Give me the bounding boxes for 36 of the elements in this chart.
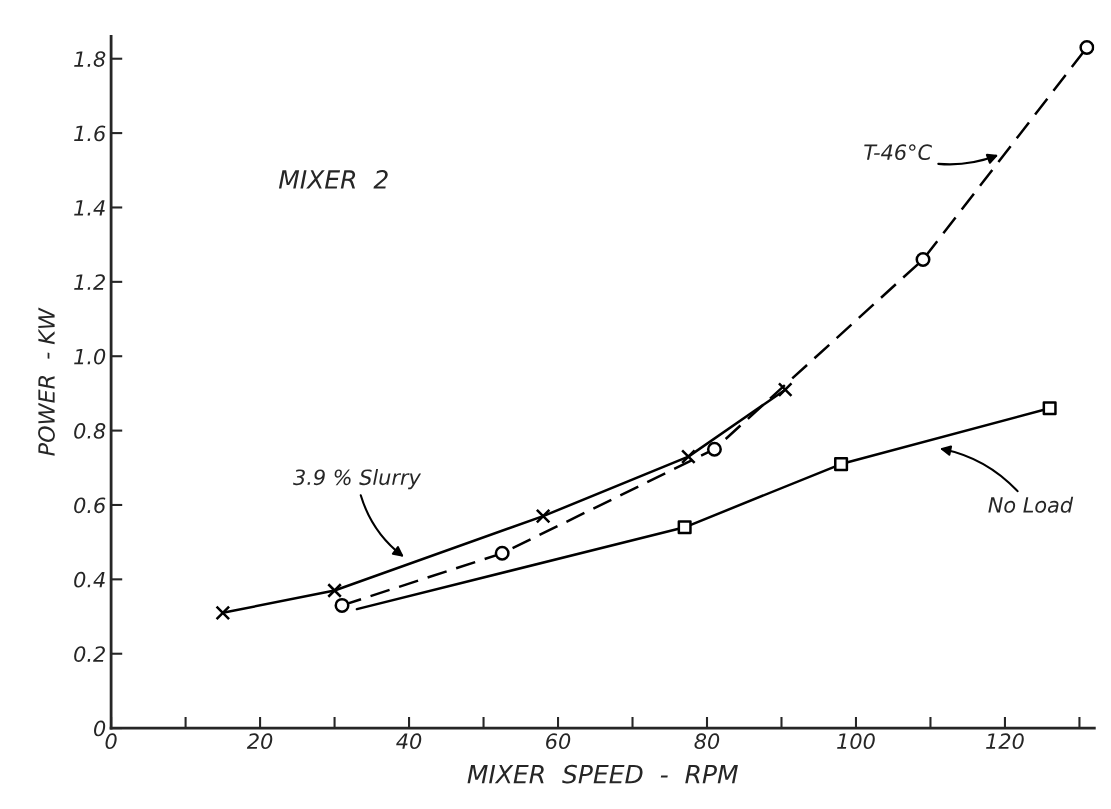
y-tick-label: 0.8 [74,423,106,439]
point [535,508,551,524]
annotation: T-46°C [864,144,932,161]
x-tick-label: 40 [396,733,422,750]
point [680,449,696,465]
point [677,520,692,535]
x-tick-label: 80 [694,733,720,750]
point [494,545,510,561]
point [834,457,849,472]
point [215,605,231,621]
point [1079,40,1095,56]
point [327,583,343,598]
x-tick-label: 100 [837,733,875,750]
y-axis-title: POWER - KW [38,307,55,456]
x-tick-label: 20 [246,733,273,750]
point [915,252,931,268]
y-tick-label: 0.2 [74,646,105,662]
y-tick-label: 1.6 [74,125,106,142]
point [1042,401,1057,416]
annotation: MIXER 2 [278,170,388,189]
y-tick-label: 0.6 [74,497,106,514]
annotation: No Load [988,496,1074,513]
x-tick-label: 120 [986,733,1024,750]
y-tick-label: 1.4 [74,200,105,216]
annotation: 3.9 % Slurry [293,469,422,490]
y-tick-label: 1.2 [74,274,105,290]
x-tick-label: 0 [105,733,117,750]
y-tick-label: 1.0 [74,348,106,365]
point [706,441,722,457]
x-axis-title: MIXER SPEED - RPM [467,764,738,784]
y-tick-label: 1.8 [74,51,106,67]
y-tick-label: 0 [94,720,106,737]
x-tick-label: 60 [546,733,571,750]
point [334,597,350,613]
y-tick-label: 0.4 [74,571,105,588]
point [777,382,793,398]
